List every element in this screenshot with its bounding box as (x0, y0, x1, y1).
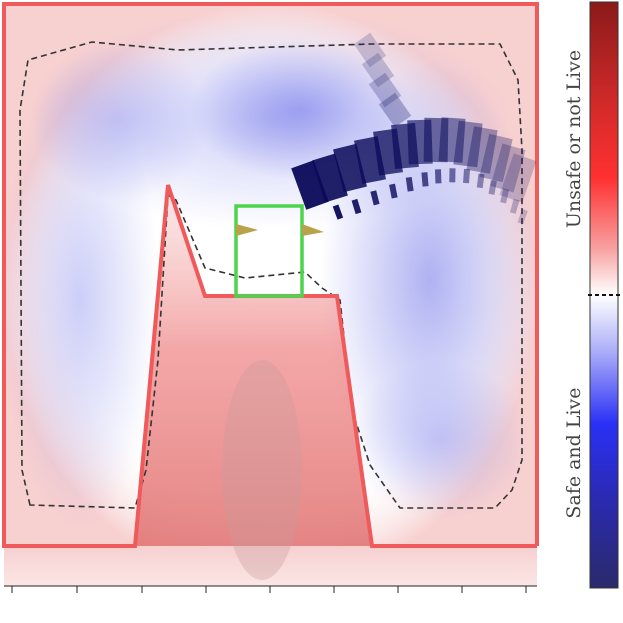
robot-pose (361, 52, 395, 88)
robot-pose (423, 117, 456, 183)
robot-trail (291, 32, 537, 225)
colorbar-bottom-label: Safe and Live (563, 387, 585, 519)
robot-pose (499, 153, 537, 225)
robot-pose (291, 160, 344, 220)
robot-pose (490, 143, 526, 214)
robot-pose (353, 32, 387, 68)
unsafe-region-shading (4, 188, 537, 586)
robot-pose (466, 126, 498, 195)
x-axis-ticks (11, 586, 527, 593)
obstacle-boundary (2, 2, 539, 548)
robot-pose (453, 120, 485, 189)
robot-pose (479, 133, 513, 204)
colorbar-top-label: Unsafe or not Live (563, 49, 585, 229)
robot-pose (312, 153, 362, 215)
robot-pose (438, 117, 470, 184)
target-marker-right (302, 224, 324, 236)
robot-pose (368, 72, 402, 108)
target-box (234, 204, 304, 298)
target-marker-left (236, 224, 258, 236)
robot-pose (378, 92, 412, 128)
